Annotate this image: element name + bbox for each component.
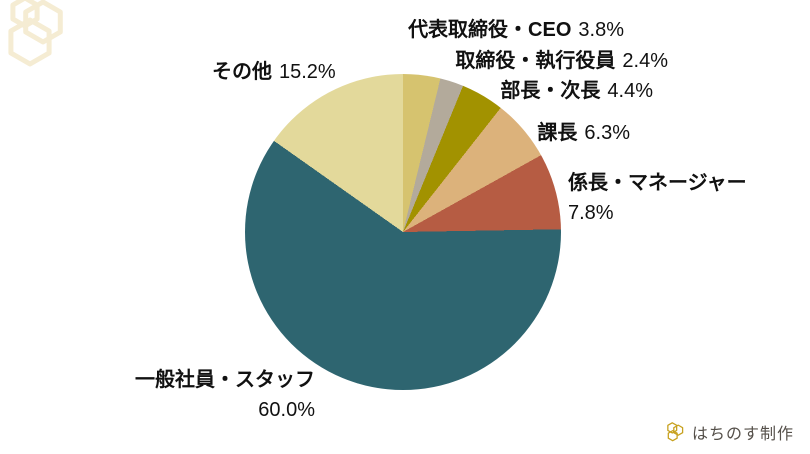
honeycomb-icon — [667, 422, 684, 442]
slice-percent: 60.0% — [258, 399, 315, 421]
slice-name: 係長・マネージャー — [568, 172, 747, 194]
slice-label-ippanshain: 一般社員・スタッフ 60.0% — [135, 365, 315, 425]
slice-label-kakaricho: 係長・マネージャー 7.8% — [568, 168, 747, 228]
slice-label-sonota: その他 15.2% — [212, 57, 336, 87]
slice-name: 取締役・執行役員 — [455, 50, 616, 72]
pie-chart — [245, 74, 561, 390]
slice-name: 代表取締役・CEO — [408, 19, 572, 41]
slice-percent: 6.3% — [584, 122, 630, 144]
slice-percent: 7.8% — [568, 202, 614, 224]
slice-percent: 2.4% — [622, 50, 668, 72]
slice-label-torishimariyaku: 取締役・執行役員 2.4% — [455, 46, 668, 76]
slice-name: 部長・次長 — [500, 80, 601, 102]
slice-percent: 15.2% — [279, 61, 336, 83]
slice-label-ceo: 代表取締役・CEO 3.8% — [408, 15, 624, 45]
watermark: はちのす制作 — [664, 420, 794, 444]
slice-name: 課長 — [537, 122, 578, 144]
watermark-text: はちのす制作 — [691, 426, 794, 443]
honeycomb-logo-decoration — [8, 0, 63, 67]
slice-label-bucho: 部長・次長 4.4% — [500, 76, 653, 106]
slice-percent: 3.8% — [578, 19, 624, 41]
slice-name: その他 — [212, 61, 272, 83]
slice-label-kacho: 課長 6.3% — [537, 118, 630, 148]
slice-percent: 4.4% — [607, 80, 653, 102]
slice-name: 一般社員・スタッフ — [135, 369, 315, 391]
